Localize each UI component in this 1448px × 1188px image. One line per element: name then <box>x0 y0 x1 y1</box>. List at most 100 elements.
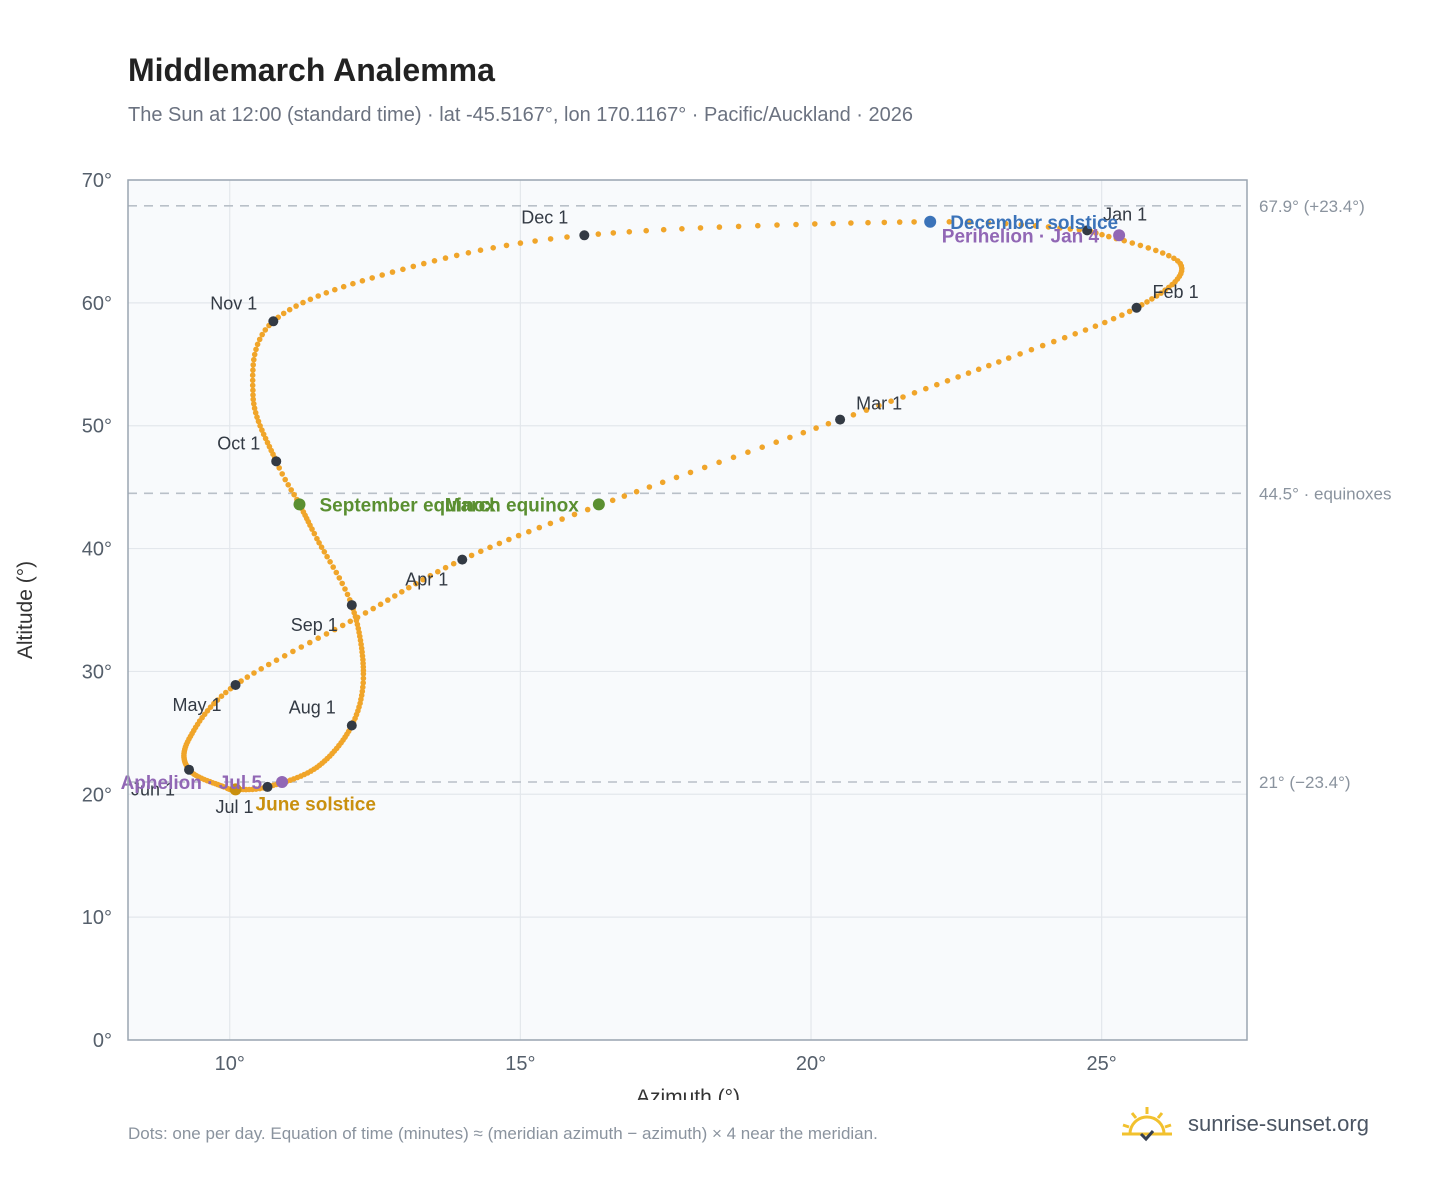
chart-subtitle: The Sun at 12:00 (standard time) · lat -… <box>128 104 913 126</box>
event-label: Perihelion · Jan 4 <box>942 226 1100 247</box>
daily-sun-dot <box>314 535 320 542</box>
month-dot <box>346 600 357 611</box>
month-dot <box>230 679 241 690</box>
event-dot <box>592 498 605 511</box>
daily-sun-dot <box>863 407 870 413</box>
daily-sun-dot <box>465 250 472 256</box>
daily-sun-dot <box>286 306 293 313</box>
daily-sun-dot <box>406 584 412 591</box>
x-tick-label: 10° <box>215 1053 245 1075</box>
daily-sun-dot <box>1017 351 1023 357</box>
daily-sun-dot <box>251 401 257 407</box>
daily-sun-dot <box>316 540 322 546</box>
daily-sun-dot <box>400 266 406 273</box>
daily-sun-dot <box>896 219 903 225</box>
daily-sun-dot <box>1158 290 1164 296</box>
month-dot <box>184 764 195 775</box>
brand[interactable]: sunrise-sunset.org <box>1120 1102 1369 1146</box>
daily-sun-dot <box>865 219 871 226</box>
month-label: Jun 1 <box>131 780 175 800</box>
daily-sun-dot <box>610 230 617 236</box>
daily-sun-dot <box>985 220 992 226</box>
month-dot <box>262 781 273 792</box>
daily-sun-dot <box>526 528 532 535</box>
daily-sun-dot <box>1110 315 1117 322</box>
event-label: December solstice <box>950 213 1118 234</box>
daily-sun-dot <box>421 260 427 267</box>
daily-sun-dot <box>259 427 265 433</box>
month-dot <box>268 316 279 327</box>
daily-sun-dot <box>342 586 348 592</box>
daily-sun-dot <box>1149 296 1155 302</box>
daily-sun-dot <box>745 449 751 456</box>
daily-sun-dot <box>339 622 346 629</box>
daily-sun-dot <box>450 560 457 567</box>
daily-sun-dot <box>1106 233 1112 240</box>
daily-sun-dot <box>547 520 554 527</box>
daily-sun-dot <box>564 234 570 240</box>
daily-sun-dot <box>503 242 510 249</box>
daily-sun-dot <box>1067 226 1074 232</box>
daily-sun-dot <box>285 482 292 488</box>
month-markers: Jan 1 Feb 1 Mar 1 Apr 1 May 1 Jun 1 Jul 1 Aug 1… <box>131 204 1199 817</box>
daily-sun-dot <box>340 283 347 290</box>
daily-sun-dot <box>487 544 493 551</box>
daily-sun-dot <box>881 219 888 226</box>
month-label: Oct 1 <box>217 433 260 453</box>
daily-sun-dot <box>359 278 366 284</box>
event-label: March equinox <box>445 495 580 516</box>
daily-sun-dot <box>249 372 256 379</box>
month-dot <box>457 554 468 565</box>
daily-sun-dot <box>955 374 961 380</box>
daily-sun-dot <box>255 418 262 425</box>
daily-sun-dot <box>369 275 376 281</box>
daily-sun-dot <box>547 236 554 242</box>
daily-sun-dot <box>986 362 992 369</box>
daily-sun-dot <box>1129 240 1136 246</box>
daily-sun-dot <box>288 487 295 493</box>
daily-sun-dot <box>250 367 256 373</box>
x-axis-label: Azimuth (°) <box>636 1086 740 1100</box>
daily-sun-dot <box>214 697 221 703</box>
x-tick-label: 20° <box>796 1053 826 1075</box>
daily-sun-dot <box>468 552 475 559</box>
daily-sun-dot <box>1166 252 1172 259</box>
daily-sun-dot <box>298 644 305 650</box>
daily-sun-dot <box>1093 230 1099 236</box>
daily-sun-dot <box>1144 299 1150 305</box>
reference-line-label: 21° (−23.4°) <box>1259 773 1351 792</box>
month-label: Aug 1 <box>289 697 336 717</box>
y-tick-label: 40° <box>82 539 112 561</box>
daily-sun-dot <box>517 240 524 246</box>
daily-sun-dot <box>410 263 417 270</box>
daily-sun-dot <box>1072 331 1078 337</box>
daily-sun-dot <box>1039 342 1046 349</box>
daily-sun-dot <box>1018 221 1025 228</box>
daily-sun-dot <box>496 540 503 547</box>
x-tick-label: 15° <box>505 1053 535 1075</box>
y-tick-label: 50° <box>82 416 112 438</box>
daily-sun-dot <box>813 425 819 431</box>
daily-sun-dot <box>362 610 369 616</box>
daily-sun-dot <box>515 532 522 539</box>
y-tick-label: 0° <box>93 1030 112 1052</box>
daily-sun-dot <box>716 224 723 230</box>
daily-sun-dot <box>359 688 366 695</box>
daily-sun-dot <box>584 506 591 513</box>
daily-sun-dot <box>800 429 807 436</box>
daily-sun-dot <box>1153 247 1159 254</box>
daily-sun-dot <box>966 219 973 225</box>
daily-sun-dot <box>300 299 306 306</box>
daily-sun-dot <box>1092 323 1099 330</box>
daily-sun-dot <box>1126 308 1133 315</box>
daily-sun-dot <box>427 572 434 579</box>
daily-sun-dot <box>250 396 256 403</box>
month-label: Nov 1 <box>210 293 257 313</box>
daily-sun-dot <box>643 227 649 234</box>
daily-sun-dot <box>282 476 289 483</box>
daily-sun-dot <box>673 474 680 481</box>
daily-sun-dot <box>532 238 538 244</box>
month-dot <box>1082 225 1093 236</box>
footnote: Dots: one per day. Equation of time (min… <box>128 1124 878 1143</box>
